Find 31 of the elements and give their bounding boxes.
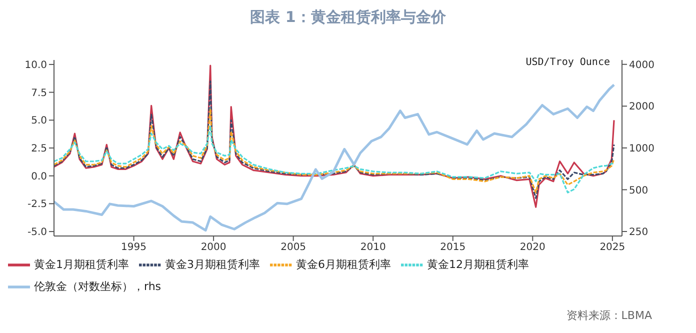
y-tick-label: -2.5 bbox=[27, 199, 47, 210]
y-tick-label: 5.0 bbox=[31, 116, 47, 127]
line-series bbox=[54, 108, 615, 194]
x-tick-label: 2015 bbox=[440, 242, 466, 254]
y2-tick-label: 4000 bbox=[629, 60, 654, 71]
line-series bbox=[54, 80, 615, 199]
y2-tick-label: 500 bbox=[629, 185, 648, 196]
y-tick-label: -5.0 bbox=[27, 227, 47, 238]
y-tick-label: 2.5 bbox=[31, 144, 47, 155]
text: 资料来源：LBMA bbox=[566, 308, 652, 323]
x-tick-label: 2005 bbox=[280, 242, 306, 254]
legend-label: 黄金6月期租赁利率 bbox=[296, 258, 391, 272]
chart-title: 图表 1：黄金租赁利率与金价 bbox=[249, 8, 447, 27]
y-tick-label: 7.5 bbox=[31, 88, 47, 99]
y2-axis-title: USD/Troy Ounce bbox=[526, 57, 610, 68]
legend-label: 伦敦金（对数坐标），rhs bbox=[34, 280, 162, 294]
y-tick-label: 0.0 bbox=[31, 171, 47, 182]
y2-tick-label: 1000 bbox=[629, 143, 654, 154]
y2-tick-label: 250 bbox=[629, 227, 648, 238]
legend-label: 黄金1月期租赁利率 bbox=[34, 258, 129, 272]
x-tick-label: 2010 bbox=[360, 242, 386, 254]
line-series bbox=[54, 84, 616, 232]
legend-label: 黄金12月期租赁利率 bbox=[427, 258, 529, 272]
x-tick-label: 2000 bbox=[200, 242, 226, 254]
x-tick-label: 2025 bbox=[600, 242, 626, 254]
x-tick-label: 1995 bbox=[121, 242, 146, 254]
y2-tick-label: 2000 bbox=[629, 102, 654, 113]
legend-label: 黄金3月期租赁利率 bbox=[165, 258, 260, 272]
x-tick-label: 2020 bbox=[520, 242, 546, 254]
line-series bbox=[54, 124, 615, 194]
y-tick-label: 10.0 bbox=[24, 60, 47, 72]
